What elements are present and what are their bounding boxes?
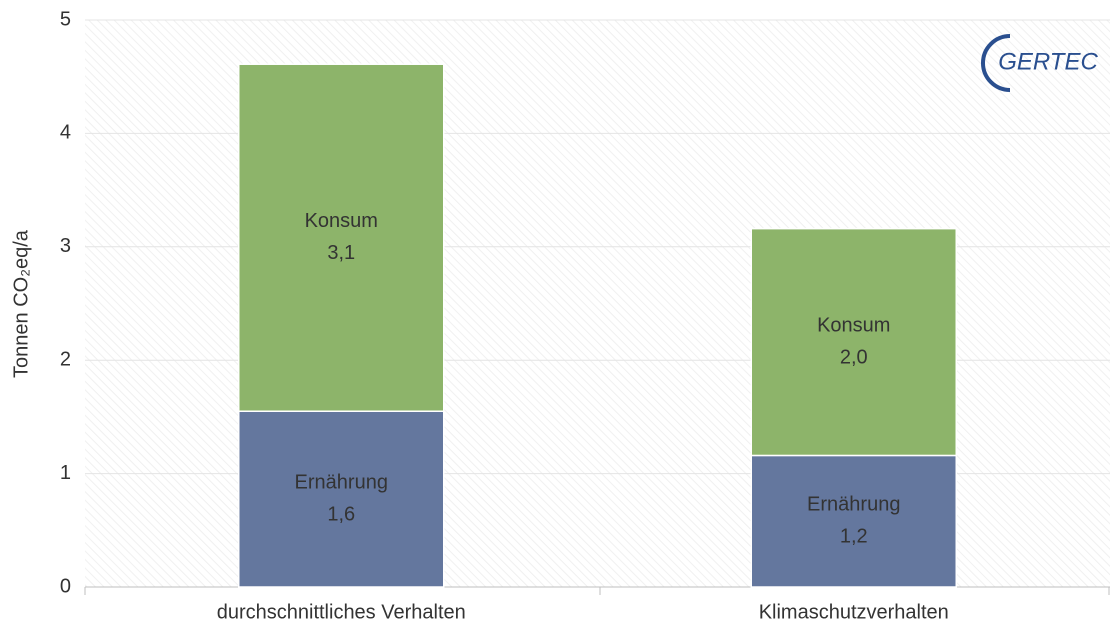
y-tick-label: 0 xyxy=(60,575,71,597)
y-tick-label: 4 xyxy=(60,122,71,144)
y-axis-label: Tonnen CO₂eq/a xyxy=(10,229,32,378)
segment-name: Ernährung xyxy=(807,494,900,516)
logo: GERTEC xyxy=(998,48,1098,75)
x-tick-label: Klimaschutzverhalten xyxy=(759,601,949,623)
logo-arc xyxy=(981,34,1011,92)
y-tick-label: 1 xyxy=(60,462,71,484)
segment-name: Konsum xyxy=(305,210,378,232)
data-label: 3,1 xyxy=(327,242,355,264)
x-tick-label: durchschnittliches Verhalten xyxy=(217,601,466,623)
bar-segment xyxy=(750,454,957,588)
segment-name: Konsum xyxy=(817,314,890,336)
bar-segment xyxy=(750,227,957,457)
bar-segment xyxy=(238,410,445,588)
data-label: 1,6 xyxy=(327,503,355,525)
segment-name: Ernährung xyxy=(295,471,388,493)
y-tick-label: 2 xyxy=(60,348,71,370)
data-label: 1,2 xyxy=(840,526,868,548)
y-tick-label: 5 xyxy=(60,8,71,30)
bar-segment xyxy=(238,63,445,412)
y-tick-label: 3 xyxy=(60,235,71,257)
data-label: 2,0 xyxy=(840,346,868,368)
